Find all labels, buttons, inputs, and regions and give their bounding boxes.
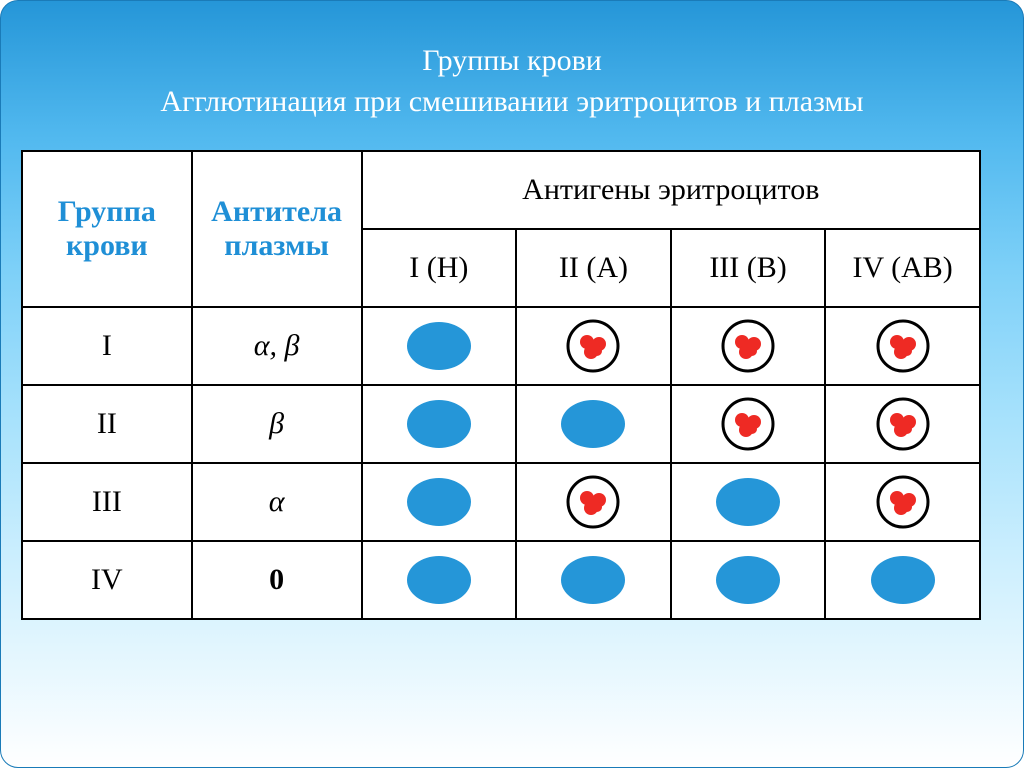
table-header-row: Группа крови Антитела плазмы Антигены эр… — [22, 151, 980, 229]
no-agglutination-icon — [516, 385, 671, 463]
antigen-col-3: IV (AB) — [825, 229, 980, 307]
no-agglutination-icon — [362, 541, 517, 619]
group-label: IV — [22, 541, 192, 619]
agglutination-icon — [516, 307, 671, 385]
antibody-label: 0 — [192, 541, 362, 619]
no-agglutination-icon — [825, 541, 980, 619]
no-agglutination-icon — [362, 307, 517, 385]
title-line-1: Группы крови — [21, 41, 1003, 82]
slide: Группы крови Агглютинация при смешивании… — [0, 0, 1024, 768]
agglutination-icon — [671, 385, 826, 463]
group-label: II — [22, 385, 192, 463]
agglutination-icon — [516, 463, 671, 541]
no-agglutination-icon — [362, 463, 517, 541]
group-label: I — [22, 307, 192, 385]
antibody-label: α, β — [192, 307, 362, 385]
title-line-2: Агглютинация при смешивании эритроцитов … — [21, 82, 1003, 123]
agglutination-icon — [825, 385, 980, 463]
agglutination-icon — [825, 463, 980, 541]
antigen-col-2: III (B) — [671, 229, 826, 307]
antibody-label: β — [192, 385, 362, 463]
table-row: Iα, β — [22, 307, 980, 385]
no-agglutination-icon — [671, 541, 826, 619]
header-antigens: Антигены эритроцитов — [362, 151, 980, 229]
no-agglutination-icon — [671, 463, 826, 541]
agglutination-icon — [825, 307, 980, 385]
table-row: IIIα — [22, 463, 980, 541]
table-row: IIβ — [22, 385, 980, 463]
slide-title: Группы крови Агглютинация при смешивании… — [21, 41, 1003, 122]
group-label: III — [22, 463, 192, 541]
header-group: Группа крови — [22, 151, 192, 307]
no-agglutination-icon — [362, 385, 517, 463]
antigen-col-0: I (H) — [362, 229, 517, 307]
agglutination-icon — [671, 307, 826, 385]
antibody-label: α — [192, 463, 362, 541]
antigen-col-1: II (A) — [516, 229, 671, 307]
blood-table: Группа крови Антитела плазмы Антигены эр… — [21, 150, 981, 620]
table-row: IV0 — [22, 541, 980, 619]
header-antibodies: Антитела плазмы — [192, 151, 362, 307]
no-agglutination-icon — [516, 541, 671, 619]
